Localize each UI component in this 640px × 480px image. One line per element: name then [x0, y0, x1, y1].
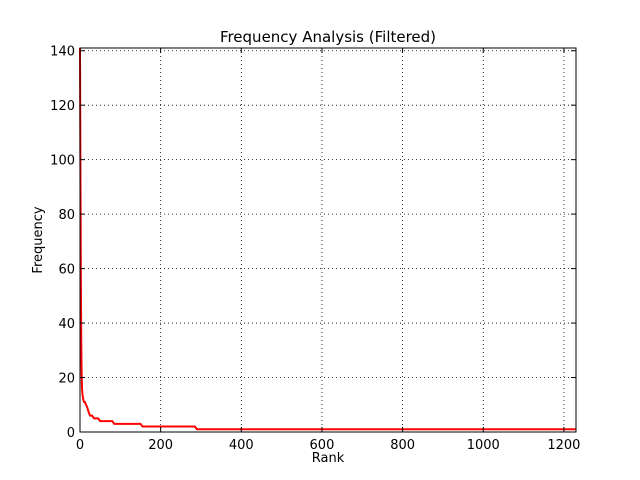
- x-tick-label: 600: [310, 438, 335, 453]
- y-tick-label: 80: [58, 208, 75, 223]
- x-tick-label: 0: [76, 438, 84, 453]
- axis-ticks: 0 200 400 600 800 1000 1200 0 20 40 60 80 100 120 140: [50, 45, 580, 453]
- y-tick-label: 140: [50, 45, 75, 60]
- y-tick-label: 0: [67, 426, 75, 441]
- x-tick-label: 800: [390, 438, 415, 453]
- grid: [79, 48, 576, 433]
- x-tick-label: 1000: [467, 438, 500, 453]
- y-tick-label: 20: [58, 372, 75, 387]
- y-tick-label: 120: [50, 99, 75, 114]
- x-axis-label: Rank: [312, 451, 345, 466]
- series-layer: [79, 47, 576, 431]
- y-axis-label: Frequency: [31, 206, 46, 273]
- chart-title: Frequency Analysis (Filtered): [220, 28, 436, 46]
- y-tick-label: 40: [58, 317, 75, 332]
- x-tick-label: 400: [229, 438, 254, 453]
- y-tick-label: 100: [50, 154, 75, 169]
- series-line: [79, 47, 576, 431]
- plot-area-frame: [79, 47, 577, 433]
- y-tick-label: 60: [58, 263, 75, 278]
- x-tick-label: 200: [148, 438, 173, 453]
- x-tick-label: 1200: [547, 438, 580, 453]
